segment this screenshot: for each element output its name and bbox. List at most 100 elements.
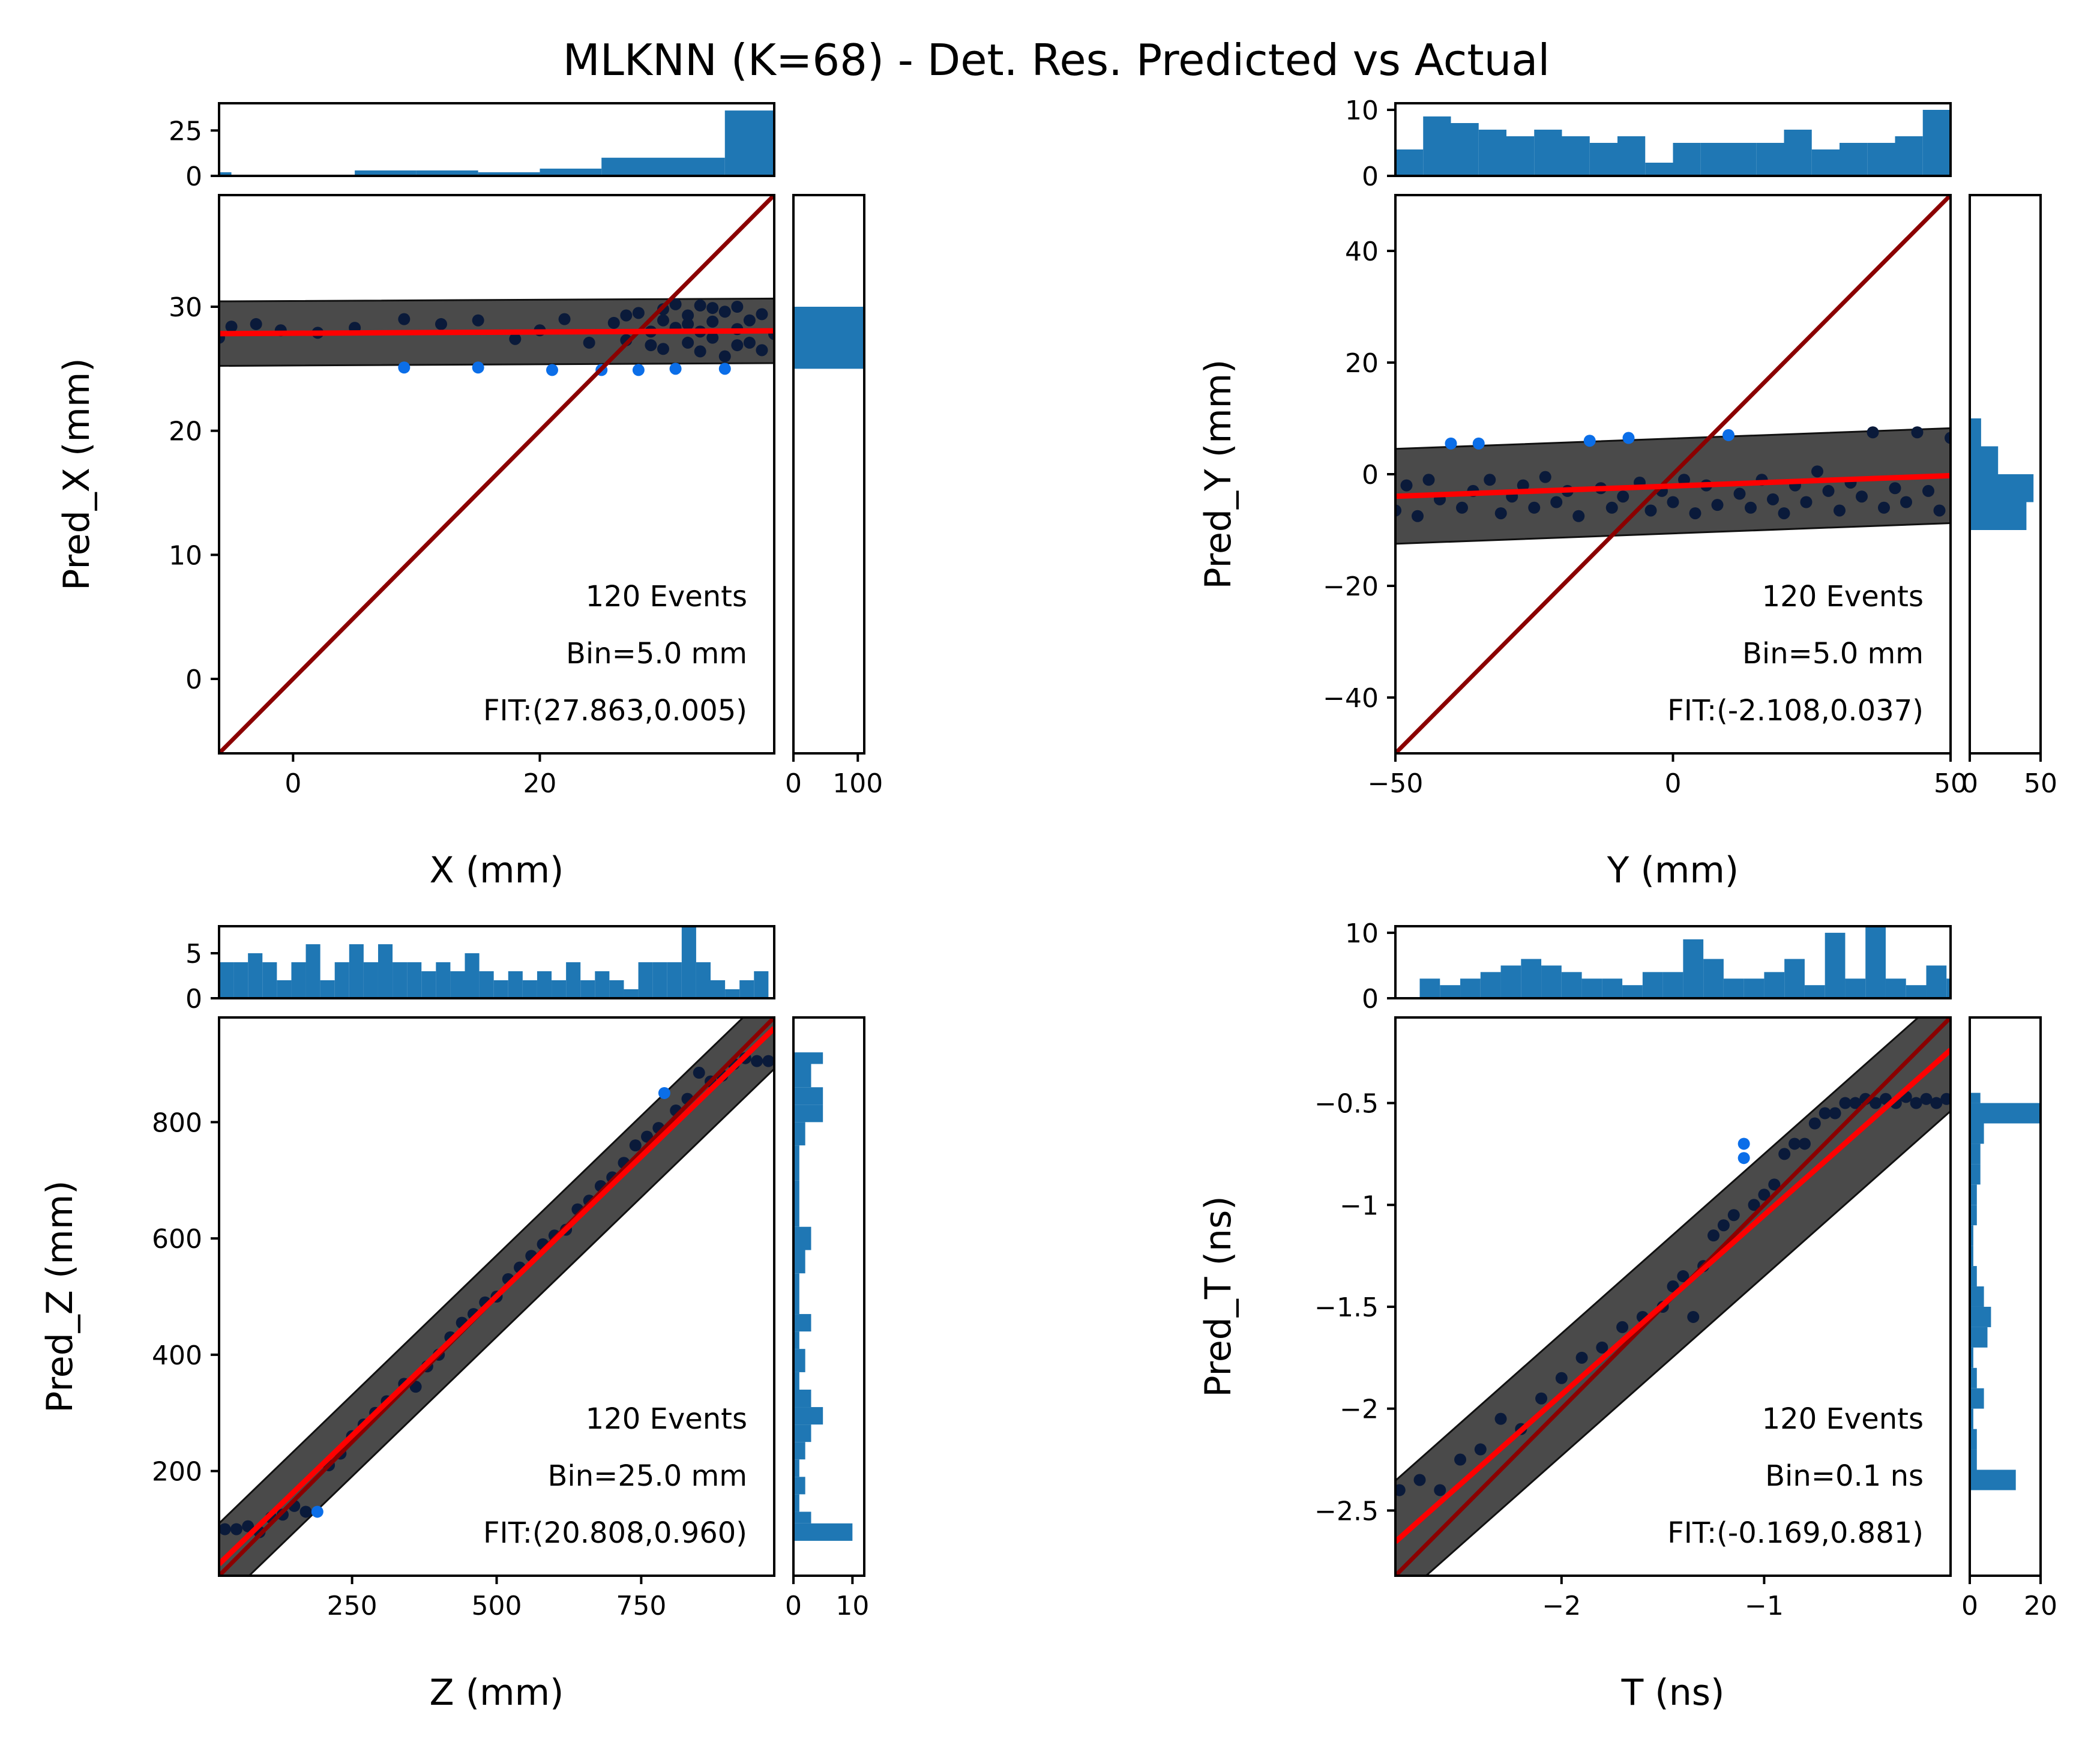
data-point (250, 318, 262, 330)
x-tick-label: −2 (1542, 1591, 1581, 1621)
top-hist-bar (1589, 143, 1617, 176)
data-point (242, 1520, 254, 1533)
data-point (1867, 426, 1879, 439)
top-hist-tick-label: 10 (1345, 95, 1379, 126)
top-hist-tick-label: 0 (1362, 161, 1379, 192)
top-hist-bar (1922, 110, 1951, 176)
x-tick-label: 0 (284, 768, 301, 799)
events-annotation-x: 120 Events (586, 580, 747, 613)
side-hist-bar (793, 1226, 811, 1250)
data-point (751, 1055, 763, 1067)
top-hist-bar (1506, 136, 1535, 176)
top-hist-bar (566, 962, 581, 998)
bin-annotation-y: Bin=5.0 mm (1742, 637, 1924, 671)
data-point (1689, 507, 1701, 520)
top-hist-frame-z (218, 925, 775, 999)
top-hist-bar (1500, 965, 1521, 998)
side-hist-bar (1970, 474, 2034, 502)
data-point (230, 1523, 242, 1536)
top-hist-bars-z (219, 926, 769, 998)
x-axis-label-x: X (mm) (430, 849, 564, 891)
top-hist-bar (1703, 959, 1724, 998)
top-hist-bar (1743, 978, 1765, 998)
data-point (657, 343, 669, 355)
data-point (1474, 1443, 1487, 1456)
data-point (1778, 507, 1790, 520)
data-point (682, 309, 694, 322)
side-hist-bar (1970, 1225, 1973, 1246)
data-point (1550, 496, 1563, 508)
top-hist-bar (478, 172, 540, 176)
data-point (1822, 484, 1835, 497)
top-hist-bar (450, 971, 465, 998)
top-hist-bars-t (1419, 926, 1951, 998)
top-hist-bar (1865, 926, 1886, 998)
top-hist-bar (663, 157, 725, 176)
top-hist-bar (1895, 136, 1923, 176)
y-tick-label: −1.5 (1314, 1292, 1379, 1323)
y-tick-label: 200 (152, 1457, 202, 1487)
top-hist-tick-label: 0 (185, 984, 202, 1014)
data-point (1677, 1270, 1689, 1283)
top-hist-bar (1683, 939, 1704, 998)
side-hist-bar (793, 1273, 799, 1297)
y-tick-label: −40 (1323, 683, 1379, 714)
top-hist-bar (1673, 143, 1701, 176)
data-point (546, 364, 558, 376)
data-point (1572, 510, 1585, 522)
fit-line-y (1395, 472, 1951, 499)
data-point (756, 344, 768, 357)
side-hist-tick-label: 0 (1961, 768, 1978, 799)
y-tick-label: 30 (169, 292, 202, 323)
side-hist-bars-t (1970, 1092, 2041, 1490)
data-point (1911, 426, 1924, 439)
top-hist-bar (681, 926, 696, 998)
data-point (1800, 496, 1813, 508)
top-hist-bar (522, 980, 537, 998)
side-hist-tick-label: 0 (785, 768, 802, 799)
top-hist-bar (711, 980, 726, 998)
top-hist-bar (696, 962, 711, 998)
data-point (1733, 487, 1746, 500)
x-tick-label: 0 (1665, 768, 1682, 799)
y-axis-label-x: Pred_X (mm) (56, 358, 98, 590)
top-hist-bar (334, 962, 349, 998)
side-hist-bar (1970, 1469, 2016, 1490)
y-tick-label: −20 (1323, 571, 1379, 602)
top-hist-bar (725, 989, 740, 998)
top-hist-bar (407, 962, 422, 998)
side-hist-bar (793, 1477, 805, 1495)
data-point (1539, 471, 1551, 483)
top-hist-bar (1562, 136, 1590, 176)
data-point (718, 363, 731, 375)
data-point (1748, 1199, 1760, 1211)
data-point (632, 364, 645, 376)
top-hist-bar (595, 971, 610, 998)
top-hist-bar (248, 953, 263, 998)
data-point (694, 299, 706, 312)
side-hist-bar (793, 1297, 799, 1315)
top-hist-bar (1521, 959, 1542, 998)
side-hist-bar (793, 1064, 811, 1088)
top-hist-bar (219, 172, 232, 176)
top-hist-bar (1885, 978, 1906, 998)
top-hist-bar (652, 962, 667, 998)
y-tick-label: 40 (1345, 237, 1379, 267)
side-hist-bar (793, 1407, 823, 1425)
side-hist-bar (793, 1105, 823, 1123)
data-point (1789, 1138, 1801, 1150)
top-hist-bar (609, 980, 624, 998)
data-point (658, 1086, 670, 1099)
top-hist-tick-label: 0 (185, 161, 202, 192)
data-point (299, 1505, 312, 1518)
side-hist-bar (1970, 1164, 1981, 1185)
top-hist-bar (363, 962, 378, 998)
top-hist-bar (1825, 932, 1846, 998)
data-point (219, 1523, 231, 1536)
top-hist-frame-t (1394, 925, 1952, 999)
data-point (1575, 1351, 1588, 1364)
data-point (1811, 465, 1823, 478)
top-hist-tick-label: 25 (169, 116, 202, 146)
data-point (1722, 429, 1734, 441)
